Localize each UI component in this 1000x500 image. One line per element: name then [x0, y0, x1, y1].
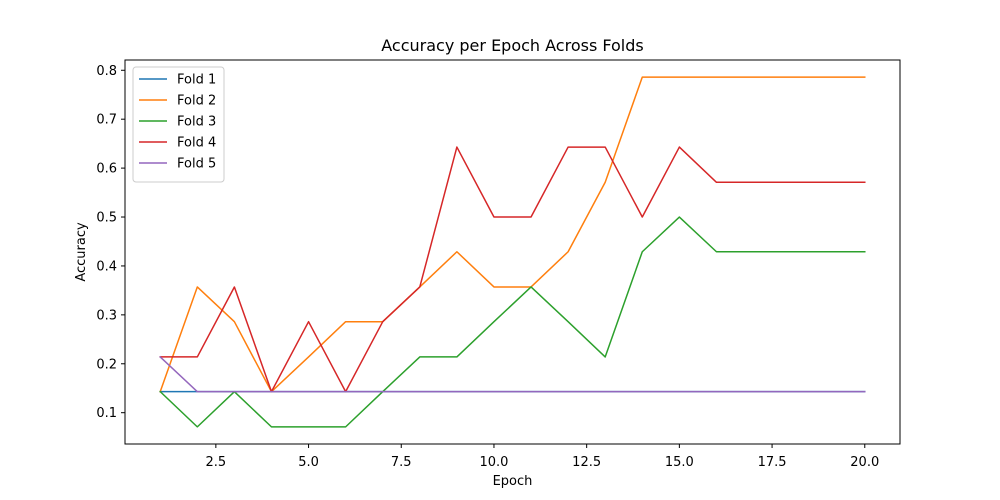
legend-label-fold-1: Fold 1 [177, 73, 216, 88]
y-tick-label: 0.5 [96, 211, 117, 226]
y-tick-label: 0.6 [96, 162, 117, 177]
chart-title: Accuracy per Epoch Across Folds [381, 36, 643, 55]
series-line-fold-4 [159, 146, 866, 393]
x-tick-label: 17.5 [758, 455, 787, 470]
x-axis: 2.5 5.0 7.5 10.0 12.5 15.0 17.5 20.0 [206, 444, 879, 470]
x-tick-label: 2.5 [206, 455, 227, 470]
legend: Fold 1 Fold 2 Fold 3 Fold 4 Fold 5 [132, 66, 225, 183]
y-tick-label: 0.8 [96, 64, 117, 79]
series-line-fold-5 [159, 355, 866, 393]
y-tick-label: 0.2 [96, 357, 117, 372]
legend-label-fold-3: Fold 3 [177, 115, 216, 130]
y-tick-label: 0.3 [96, 308, 117, 323]
legend-label-fold-4: Fold 4 [177, 136, 216, 151]
plot-area [159, 76, 866, 428]
x-tick-label: 5.0 [298, 455, 319, 470]
legend-box [132, 66, 225, 183]
legend-label-fold-5: Fold 5 [177, 157, 216, 172]
x-tick-label: 15.0 [665, 455, 694, 470]
x-tick-label: 20.0 [850, 455, 879, 470]
x-axis-label: Epoch [493, 474, 533, 489]
y-axis-label: Accuracy [74, 222, 89, 282]
y-tick-label: 0.4 [96, 259, 117, 274]
axes-frame [124, 59, 901, 445]
legend-label-fold-2: Fold 2 [177, 94, 216, 109]
x-tick-label: 7.5 [391, 455, 412, 470]
series-line-fold-2 [159, 76, 866, 393]
y-tick-label: 0.7 [96, 113, 117, 128]
x-tick-label: 10.0 [479, 455, 508, 470]
y-axis: 0.1 0.2 0.3 0.4 0.5 0.6 0.7 0.8 [96, 64, 125, 421]
y-tick-label: 0.1 [96, 406, 117, 421]
series-line-fold-3 [159, 216, 866, 428]
x-tick-label: 12.5 [572, 455, 601, 470]
